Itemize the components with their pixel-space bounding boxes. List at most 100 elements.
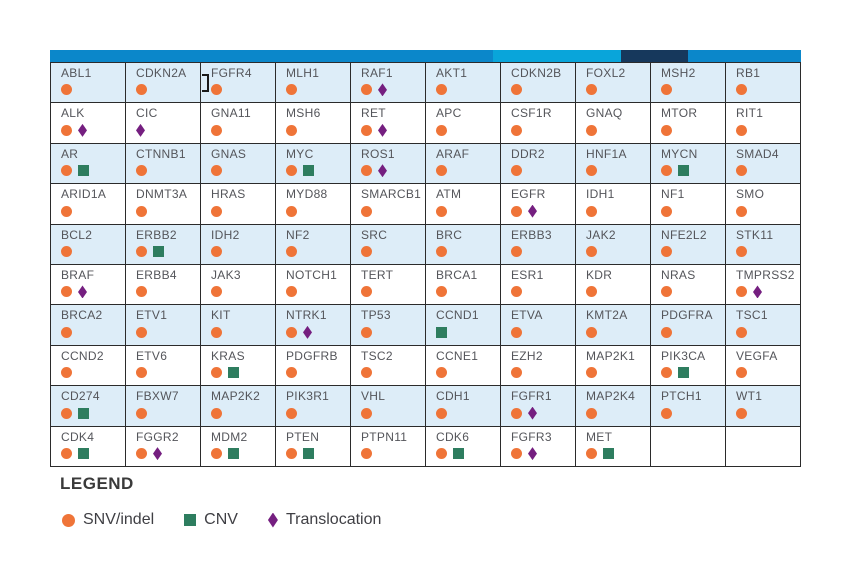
snv-marker-icon [361, 205, 372, 217]
marker-row [361, 205, 423, 218]
gene-cell: KRAS [201, 345, 276, 387]
translocation-marker-icon [528, 447, 537, 461]
translocation-marker-icon [303, 325, 312, 339]
gene-cell: PTCH1 [651, 386, 726, 427]
cnv-marker-icon [303, 165, 314, 177]
gene-name: WT1 [736, 389, 763, 404]
marker-row [511, 285, 573, 298]
gene-name: BRCA1 [436, 268, 478, 283]
cnv-marker-icon [228, 448, 239, 460]
marker-row [286, 285, 348, 298]
gene-cell: RB1 [726, 63, 801, 104]
marker-row [361, 164, 423, 178]
gene-cell: MYD88 [276, 184, 351, 225]
gene-cell: CDK4 [51, 426, 126, 468]
gene-name: TMPRSS2 [736, 268, 795, 283]
gene-cell: MET [576, 426, 651, 468]
snv-marker-icon [736, 165, 747, 177]
snv-marker-icon [511, 205, 522, 217]
gene-name: DNMT3A [136, 187, 188, 202]
gene-name: CD274 [61, 389, 100, 404]
marker-row [661, 245, 723, 258]
gene-name: PTCH1 [661, 389, 702, 404]
gene-cell: MYCN [651, 143, 726, 185]
gene-cell: ROS1 [351, 143, 426, 185]
gene-name: CIC [136, 106, 158, 121]
marker-row [586, 83, 648, 96]
gene-cell: CCNE1 [426, 345, 501, 387]
snv-marker-icon [511, 165, 522, 177]
snv-marker-icon [736, 367, 747, 379]
gene-cell: CDKN2A [126, 63, 201, 104]
gene-name: CTNNB1 [136, 146, 186, 161]
gene-cell: FBXW7 [126, 386, 201, 427]
gene-name: SMAD4 [736, 146, 779, 161]
marker-row [736, 205, 798, 218]
marker-row [211, 205, 273, 218]
marker-row [736, 245, 798, 258]
gene-name: MDM2 [211, 429, 248, 444]
snv-marker-icon [586, 124, 597, 136]
gene-name: DDR2 [511, 146, 545, 161]
gene-grid: ABL1 CDKN2A FGFR4 MLH1 RAF1 AKT1 CDKN2B FOXL2 MS… [50, 62, 801, 468]
marker-row [736, 285, 798, 299]
gene-name: CSF1R [511, 106, 552, 121]
marker-row [61, 447, 123, 460]
snv-marker-icon [286, 205, 297, 217]
gene-name: CCND2 [61, 348, 104, 363]
snv-marker-icon [436, 124, 447, 136]
gene-name: APC [436, 106, 462, 121]
gene-cell: ALK [51, 103, 126, 144]
marker-row [736, 83, 798, 96]
gene-cell: MAP2K1 [576, 345, 651, 387]
snv-marker-icon [436, 84, 447, 96]
gene-name: NOTCH1 [286, 268, 338, 283]
marker-row [211, 83, 273, 96]
gene-row: CDK4 FGGR2 MDM2 PTEN PTPN11 CDK6 FGFR3 MET [51, 426, 801, 468]
translocation-marker-icon [78, 123, 87, 137]
gene-name: BCL2 [61, 227, 93, 242]
gene-name: FGFR4 [211, 66, 252, 80]
marker-row [361, 366, 423, 379]
marker-row [511, 406, 573, 420]
coverage-bar [50, 50, 801, 62]
gene-name: FOXL2 [586, 66, 626, 80]
snv-marker-icon [661, 84, 672, 96]
snv-marker-icon [511, 246, 522, 258]
gene-name: VEGFA [736, 348, 778, 363]
snv-marker-icon [361, 286, 372, 298]
gene-cell: BRC [426, 224, 501, 266]
snv-marker-icon [136, 205, 147, 217]
marker-row [511, 164, 573, 177]
cnv-marker-icon [228, 367, 239, 379]
marker-row [361, 123, 423, 137]
snv-marker-icon [361, 367, 372, 379]
translocation-marker-icon [528, 406, 537, 420]
marker-row [61, 83, 123, 96]
gene-cell: NF2 [276, 224, 351, 266]
marker-row [661, 326, 723, 339]
marker-row [361, 83, 423, 97]
gene-cell: CCND1 [426, 305, 501, 346]
marker-row [511, 366, 573, 379]
gene-name: SMARCB1 [361, 187, 422, 202]
snv-marker-icon [436, 246, 447, 258]
gene-cell: HNF1A [576, 143, 651, 185]
gene-name: ETV1 [136, 308, 168, 323]
marker-row [361, 326, 423, 339]
gene-cell: ERBB3 [501, 224, 576, 266]
snv-marker-icon [586, 84, 597, 96]
marker-row [661, 366, 723, 379]
marker-row [361, 407, 423, 420]
legend-title: LEGEND [60, 474, 134, 493]
marker-row [736, 407, 798, 420]
marker-row [586, 245, 648, 258]
marker-row [136, 447, 198, 461]
gene-name: EZH2 [511, 348, 543, 363]
gene-cell: SMARCB1 [351, 184, 426, 225]
marker-row [61, 326, 123, 339]
gene-row: CCND2 ETV6 KRAS PDGFRB TSC2 CCNE1 EZH2 MAP2K1 PI… [51, 345, 801, 387]
marker-row [436, 164, 498, 177]
gene-cell: APC [426, 103, 501, 144]
gene-cell: RIT1 [726, 103, 801, 144]
